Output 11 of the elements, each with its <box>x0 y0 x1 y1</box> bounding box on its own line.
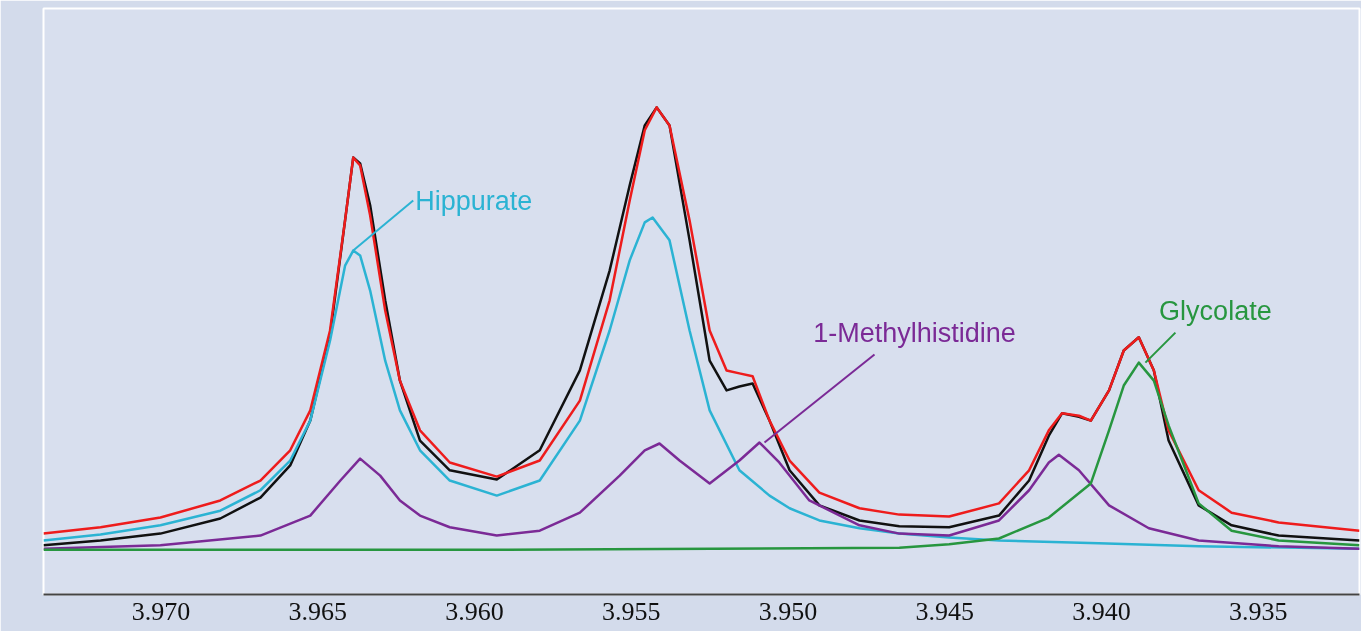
annotation: Glycolate <box>1159 295 1272 326</box>
annotation: 1-Methylhistidine <box>813 317 1016 348</box>
x-tick-label: 3.970 <box>131 596 191 626</box>
x-tick-label: 3.955 <box>602 596 661 626</box>
x-tick-label: 3.950 <box>758 596 818 626</box>
x-tick-label: 3.960 <box>445 596 504 626</box>
x-tick-label: 3.965 <box>288 596 348 626</box>
x-tick-label: 3.940 <box>1072 596 1131 626</box>
x-tick-label: 3.945 <box>915 596 975 626</box>
x-tick-label: 3.935 <box>1229 596 1288 626</box>
annotation: Hippurate <box>415 185 533 216</box>
